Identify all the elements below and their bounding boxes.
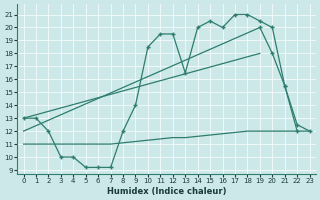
X-axis label: Humidex (Indice chaleur): Humidex (Indice chaleur) [107,187,226,196]
